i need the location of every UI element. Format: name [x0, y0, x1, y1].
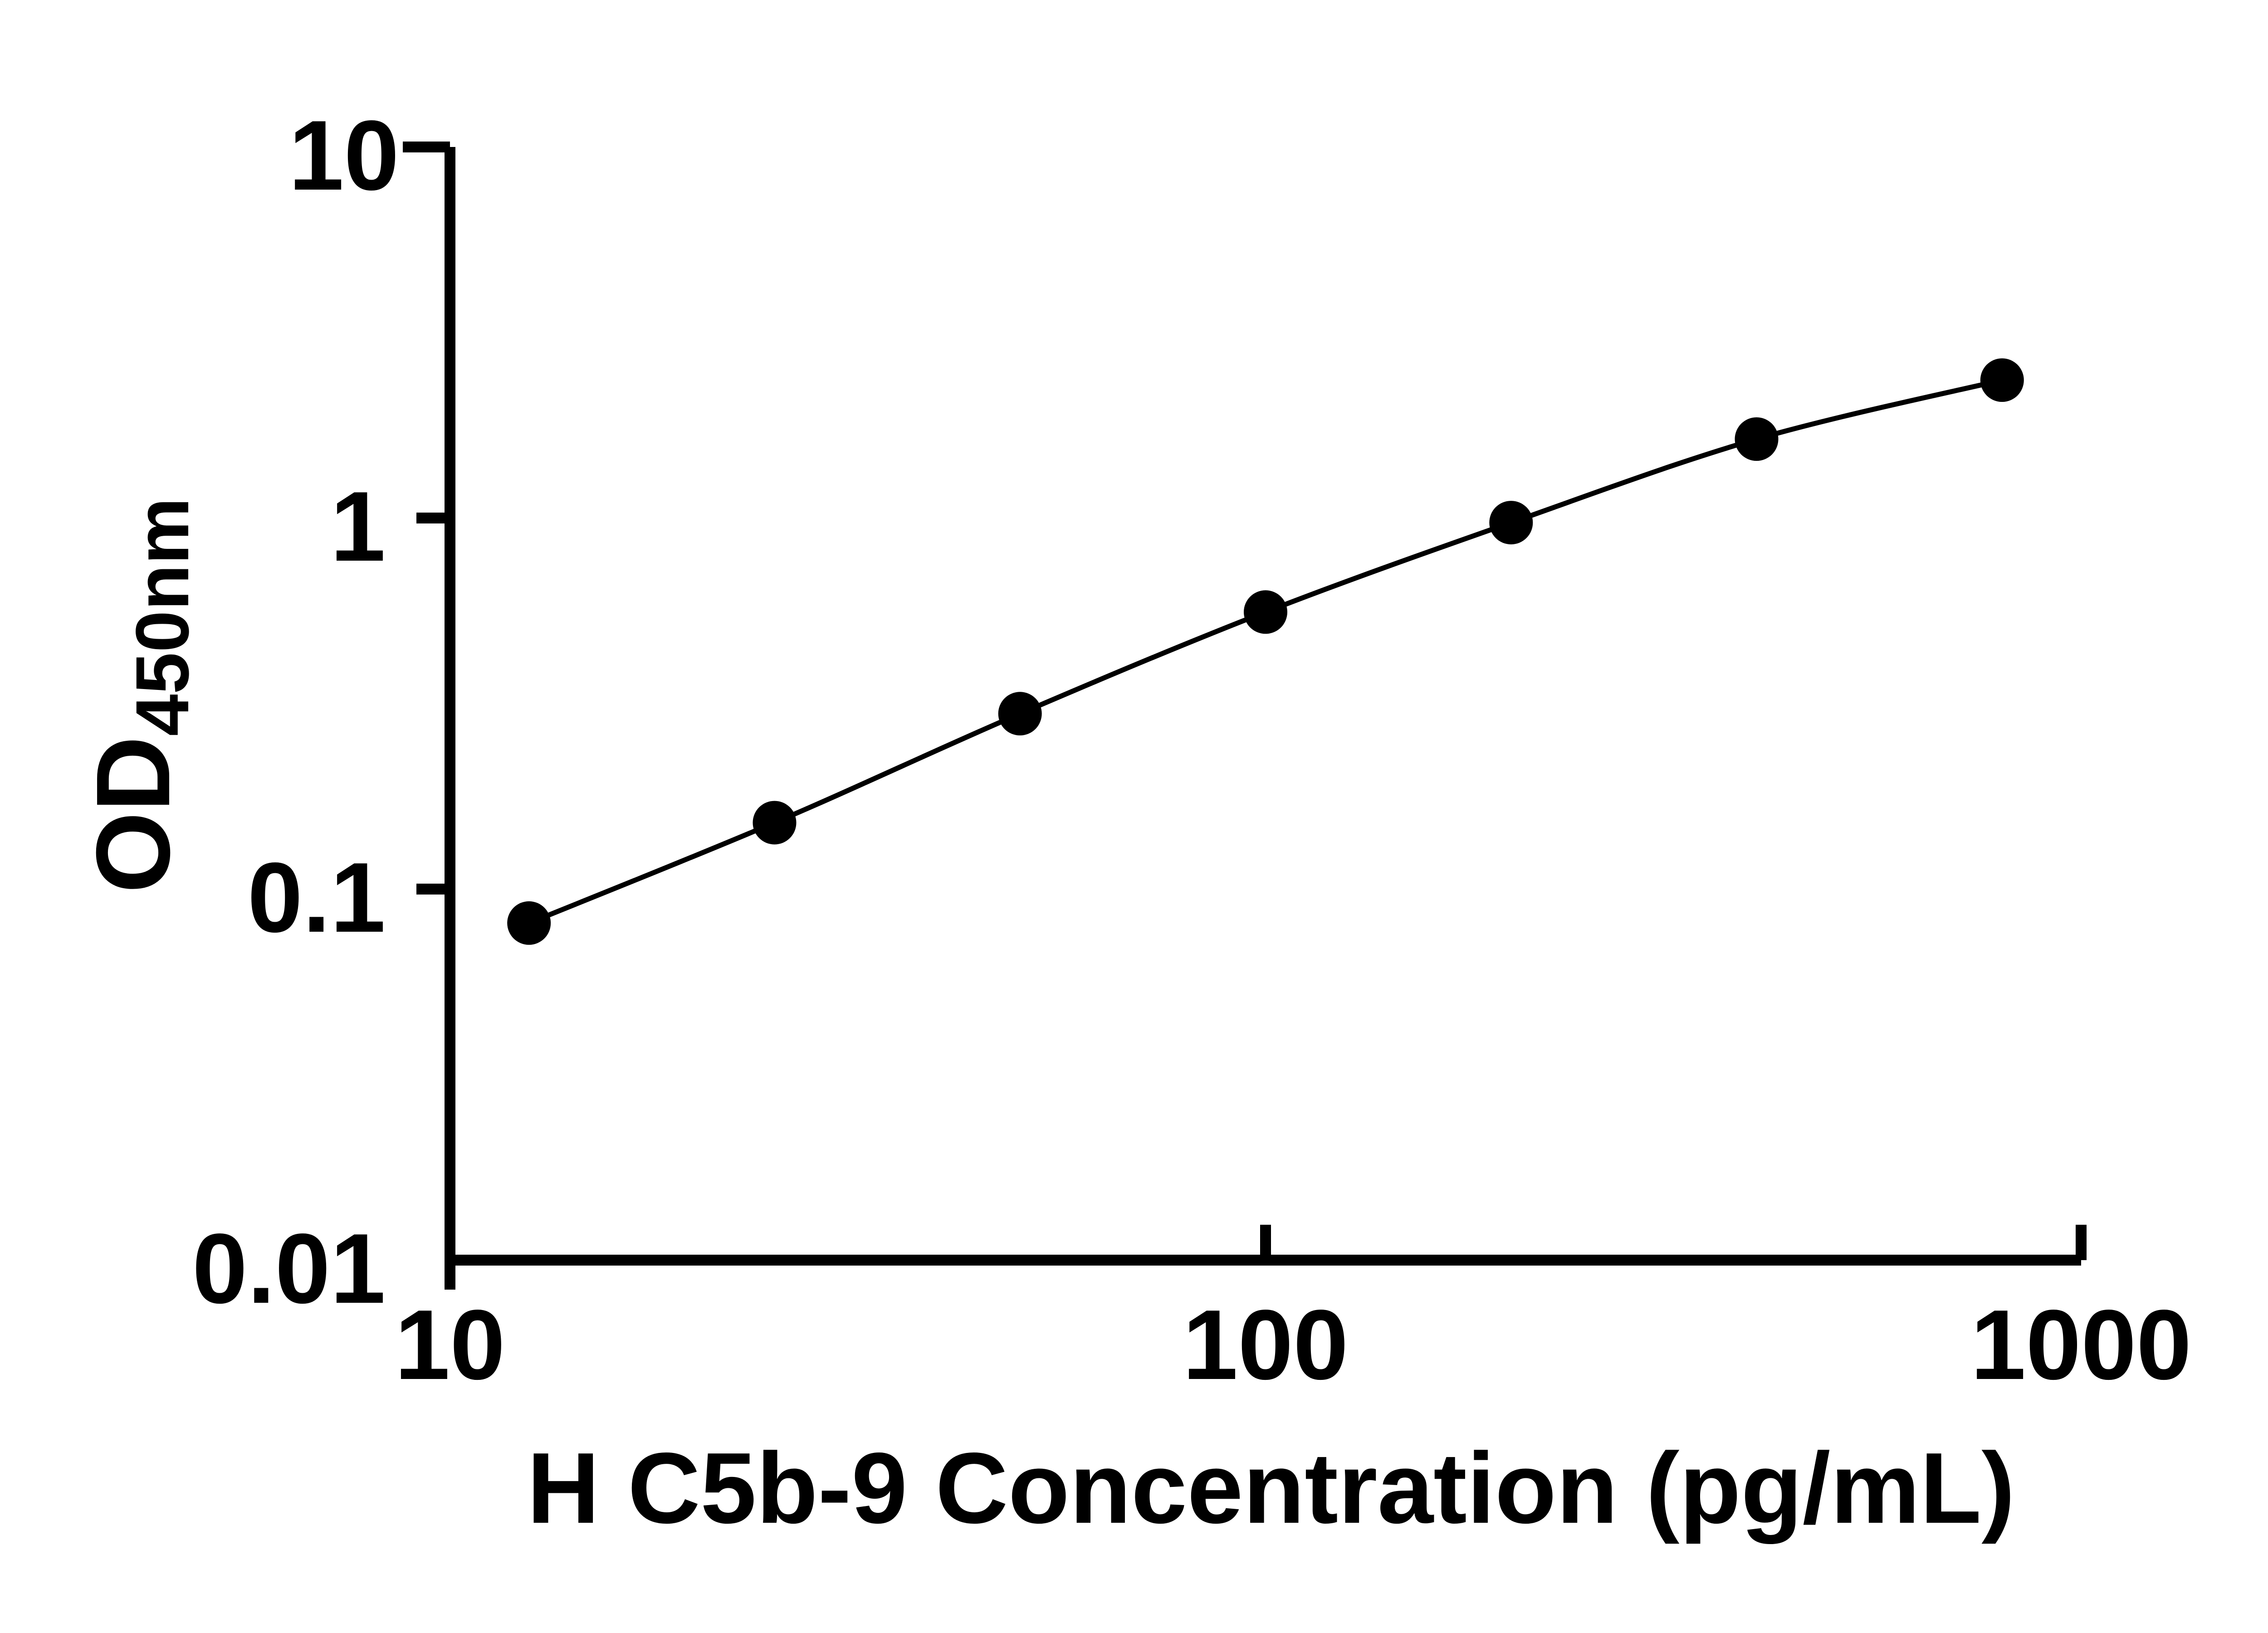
svg-text:0.1: 0.1	[248, 842, 386, 953]
svg-text:100: 100	[1183, 1290, 1348, 1400]
svg-text:0.01: 0.01	[192, 1213, 386, 1324]
svg-text:1000: 1000	[1970, 1290, 2191, 1400]
svg-text:1: 1	[330, 471, 386, 582]
svg-text:H C5b-9 Concentration (pg/mL): H C5b-9 Concentration (pg/mL)	[527, 1432, 2015, 1545]
svg-text:10: 10	[395, 1290, 505, 1400]
svg-text:10: 10	[288, 100, 399, 211]
